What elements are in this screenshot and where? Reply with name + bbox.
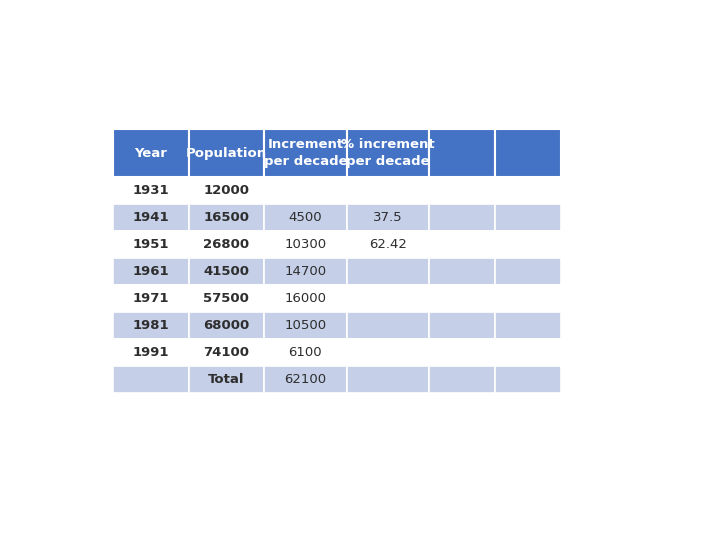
Text: Total: Total	[208, 373, 245, 386]
Bar	[347, 177, 429, 204]
Bar	[114, 339, 189, 366]
Bar	[264, 204, 347, 231]
Bar	[189, 339, 264, 366]
Bar	[264, 129, 347, 177]
Bar	[189, 129, 264, 177]
Bar	[495, 312, 561, 339]
Text: 74100: 74100	[204, 346, 249, 359]
Bar	[495, 204, 561, 231]
Bar	[429, 231, 495, 258]
Text: Population: Population	[186, 147, 267, 160]
Bar	[347, 339, 429, 366]
Text: 68000: 68000	[203, 319, 250, 332]
Bar	[114, 285, 189, 312]
Text: 10500: 10500	[284, 319, 326, 332]
Bar	[264, 258, 347, 285]
Bar	[189, 285, 264, 312]
Bar	[114, 204, 189, 231]
Bar	[114, 366, 189, 393]
Bar	[264, 177, 347, 204]
Bar	[347, 231, 429, 258]
Text: 1971: 1971	[133, 292, 169, 305]
Bar	[429, 366, 495, 393]
Bar	[429, 204, 495, 231]
Text: Increment
per decade: Increment per decade	[264, 138, 347, 168]
Text: 37.5: 37.5	[373, 211, 402, 224]
Text: 16000: 16000	[284, 292, 326, 305]
Bar	[264, 339, 347, 366]
Bar	[189, 177, 264, 204]
Text: 16500: 16500	[204, 211, 249, 224]
Bar	[429, 312, 495, 339]
Text: 1991: 1991	[133, 346, 169, 359]
Bar	[495, 339, 561, 366]
Bar	[189, 258, 264, 285]
Text: 62100: 62100	[284, 373, 326, 386]
Bar	[347, 129, 429, 177]
Text: 6100: 6100	[289, 346, 323, 359]
Bar	[189, 231, 264, 258]
Bar	[264, 366, 347, 393]
Bar	[495, 285, 561, 312]
Text: 26800: 26800	[203, 238, 250, 251]
Text: 62.42: 62.42	[369, 238, 407, 251]
Bar	[429, 258, 495, 285]
Text: 12000: 12000	[204, 184, 249, 197]
Text: Year: Year	[135, 147, 168, 160]
Text: 41500: 41500	[204, 265, 249, 278]
Bar	[347, 258, 429, 285]
Text: 1941: 1941	[132, 211, 169, 224]
Bar	[264, 231, 347, 258]
Bar	[347, 366, 429, 393]
Bar	[347, 285, 429, 312]
Text: 1931: 1931	[132, 184, 169, 197]
Bar	[495, 177, 561, 204]
Text: 1961: 1961	[132, 265, 169, 278]
Bar	[114, 312, 189, 339]
Text: 4500: 4500	[289, 211, 323, 224]
Bar	[347, 312, 429, 339]
Bar	[429, 177, 495, 204]
Bar	[429, 285, 495, 312]
Bar	[347, 204, 429, 231]
Bar	[264, 312, 347, 339]
Bar	[429, 339, 495, 366]
Text: 1981: 1981	[132, 319, 169, 332]
Bar	[264, 285, 347, 312]
Bar	[495, 231, 561, 258]
Bar	[114, 177, 189, 204]
Bar	[189, 312, 264, 339]
Bar	[495, 258, 561, 285]
Text: 10300: 10300	[284, 238, 326, 251]
Bar	[429, 129, 495, 177]
Bar	[114, 231, 189, 258]
Bar	[114, 129, 189, 177]
Text: 1951: 1951	[133, 238, 169, 251]
Text: 14700: 14700	[284, 265, 326, 278]
Bar	[189, 204, 264, 231]
Bar	[495, 129, 561, 177]
Text: 57500: 57500	[204, 292, 249, 305]
Bar	[114, 258, 189, 285]
Bar	[495, 366, 561, 393]
Bar	[189, 366, 264, 393]
Text: % increment
per decade: % increment per decade	[341, 138, 435, 168]
